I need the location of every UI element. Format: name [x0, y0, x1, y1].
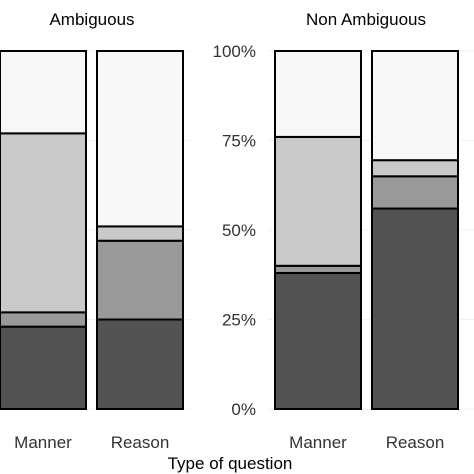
x-tick-label-non-ambiguous-manner: Manner [289, 433, 347, 452]
bar-segment-p1-b1-s0 [371, 207, 459, 410]
x-tick-label-ambiguous-manner: Manner [14, 433, 72, 452]
bar-segment-p1-b0-s2 [274, 135, 362, 267]
y-tick-label-4: 100% [213, 42, 256, 61]
bar-segment-p1-b1-s1 [371, 175, 459, 210]
bar-group [0, 50, 459, 410]
y-tick-label-0: 0% [231, 400, 256, 419]
bar-segment-p0-b0-s0 [0, 325, 87, 410]
y-tick-label-1: 25% [222, 311, 256, 330]
bar-segment-p0-b1-s3 [96, 50, 184, 228]
bar-segment-p1-b1-s3 [371, 50, 459, 162]
bar-segment-p0-b0-s3 [0, 50, 87, 135]
bar-segment-p1-b0-s3 [274, 50, 362, 138]
y-axis-tick-labels: 0% 25% 50% 75% 100% [213, 42, 256, 419]
bar-segment-p0-b0-s1 [0, 311, 87, 328]
bar-segment-p1-b1-s2 [371, 159, 459, 178]
panel-title-non-ambiguous: Non Ambiguous [306, 10, 426, 29]
y-tick-label-2: 50% [222, 221, 256, 240]
bar-segment-p1-b0-s1 [274, 264, 362, 274]
x-axis-title: Type of question [168, 454, 293, 473]
panel-title-ambiguous: Ambiguous [49, 10, 134, 29]
x-tick-label-non-ambiguous-reason: Reason [386, 433, 445, 452]
bar-segment-p1-b0-s0 [274, 271, 362, 410]
y-tick-label-3: 75% [222, 132, 256, 151]
bar-segment-p0-b1-s1 [96, 239, 184, 321]
bar-segment-p0-b0-s2 [0, 132, 87, 314]
bar-segment-p0-b1-s0 [96, 318, 184, 410]
x-tick-label-ambiguous-reason: Reason [111, 433, 170, 452]
bar-segment-p0-b1-s2 [96, 225, 184, 242]
